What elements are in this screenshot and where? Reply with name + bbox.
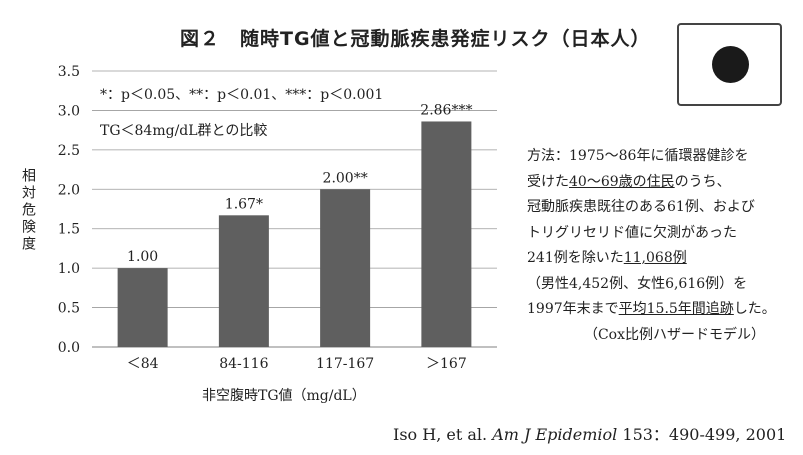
data-label: 1.67* [225, 196, 263, 212]
flag-sun-disc [712, 46, 749, 83]
underlined-subject-count: 11,068例 [623, 250, 687, 266]
y-tick-label: 1.5 [58, 222, 80, 238]
x-axis-label: 非空腹時TG値（mg/dL） [202, 388, 366, 404]
x-tick-label: 117-167 [316, 356, 374, 372]
method-line: 方法：1975〜86年に循環器健診を [527, 148, 749, 164]
method-line: 1997年末まで平均15.5年間追跡した。 [527, 301, 776, 317]
underlined-age-range: 40〜69歳の住民 [569, 173, 675, 190]
japan-flag-icon [677, 23, 782, 106]
bar [320, 189, 371, 347]
method-line: トリグリセリド値に欠測があった [527, 224, 737, 241]
bar [117, 268, 168, 347]
y-tick-label: 2.5 [58, 143, 80, 159]
method-model-note: （Cox比例ハザードモデル） [583, 326, 765, 343]
data-label: 1.00 [127, 249, 158, 265]
journal-name: Am J Epidemiol [492, 425, 618, 444]
y-tick-label: 3.0 [58, 103, 80, 119]
y-tick-label: 0.5 [58, 301, 80, 317]
y-tick-label: 2.0 [58, 182, 80, 198]
significance-note: *：p＜0.05、**：p＜0.01、***：p＜0.001 [100, 87, 384, 103]
citation: Iso H, et al. Am J Epidemiol 153：490-499… [393, 425, 787, 444]
method-description: 方法：1975〜86年に循環器健診を 受けた40〜69歳の住民のうち、 冠動脈疾… [527, 144, 797, 348]
y-tick-label: 3.5 [58, 64, 80, 80]
method-line: （男性4,452例、女性6,616例）を [527, 275, 748, 292]
x-tick-label: ＞167 [426, 356, 467, 372]
bar [421, 121, 472, 348]
x-tick-label: 84-116 [219, 356, 268, 372]
method-line: 冠動脈疾患既往のある61例、および [527, 199, 755, 215]
comparison-note: TG＜84mg/dL群との比較 [100, 123, 268, 139]
y-tick-label: 1.0 [58, 261, 80, 277]
y-axis-label: 相対危険度 [20, 168, 36, 253]
method-line: 241例を除いた11,068例 [527, 250, 687, 266]
x-tick-label: ＜84 [127, 356, 159, 372]
method-line: 受けた40〜69歳の住民のうち、 [527, 173, 731, 190]
bar [218, 215, 269, 347]
y-tick-label: 0.0 [58, 340, 80, 356]
data-label: 2.86*** [420, 102, 472, 118]
underlined-follow-up: 平均15.5年間追跡 [618, 301, 734, 317]
data-label: 2.00** [323, 170, 368, 186]
figure-title: 図２ 随時TG値と冠動脈疾患発症リスク（日本人） [180, 28, 651, 50]
